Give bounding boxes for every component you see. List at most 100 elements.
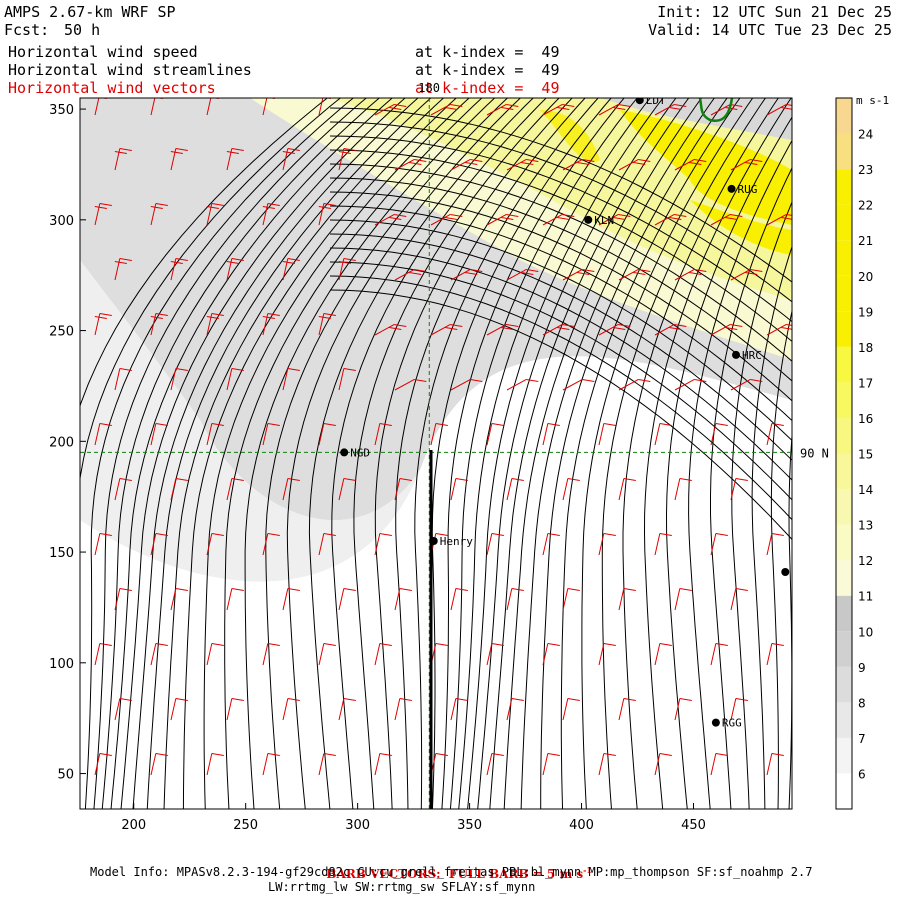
wind-speed-shading-strong: [620, 110, 792, 225]
wind-barb-flag: [282, 261, 295, 265]
streamline: [329, 177, 792, 382]
wind-barb: [674, 269, 695, 281]
wind-barb-flag: [150, 206, 163, 210]
colorbar-label: 18: [858, 341, 873, 355]
colorbar-swatch: [836, 702, 852, 738]
wind-barb-flag: [155, 533, 168, 537]
wind-barb-flag: [175, 698, 188, 702]
wind-barb: [394, 379, 415, 391]
wind-barb-flag: [323, 313, 336, 317]
wind-speed-shading-strong-3: [690, 200, 792, 255]
field-level-vectors: at k-index = 49: [415, 79, 560, 97]
streamline: [329, 107, 792, 283]
wind-barb-flag: [526, 158, 539, 162]
wind-barb-flag: [287, 478, 300, 482]
colorbar-label: 24: [858, 128, 873, 142]
wind-barb-flag: [267, 533, 280, 537]
wind-barb: [226, 588, 233, 611]
wind-barb: [542, 423, 549, 446]
wind-barb-flag: [618, 103, 631, 107]
wind-barb: [318, 423, 325, 446]
wind-barb: [730, 698, 737, 721]
wind-barb-flag: [435, 423, 448, 427]
wind-barb-flag: [674, 323, 687, 327]
wind-barb-flag: [231, 698, 244, 702]
wind-barb-flag: [745, 161, 758, 165]
colorbar-swatch: [836, 275, 852, 312]
wind-barb-flag: [694, 378, 707, 382]
wind-barb-flag: [318, 206, 331, 210]
wind-barb-flag: [547, 423, 560, 427]
x-tick-label: 400: [569, 818, 594, 833]
wind-barb: [374, 643, 381, 666]
wind-barb: [226, 368, 233, 391]
wind-barb: [710, 753, 717, 776]
wind-barb: [226, 478, 233, 501]
wind-barb-flag: [206, 206, 219, 210]
wind-barb: [374, 104, 395, 116]
wind-barb: [506, 269, 527, 281]
wind-barb-flag: [379, 423, 392, 427]
wind-barb-flag: [175, 368, 188, 372]
streamline: [80, 98, 342, 483]
y-tick-label: 50: [57, 768, 74, 783]
field-level-speed: at k-index = 49: [415, 43, 560, 61]
wind-barb: [654, 533, 661, 556]
wind-barb-flag: [389, 106, 402, 110]
wind-barb-flag: [735, 588, 748, 592]
wind-barb: [394, 698, 401, 721]
wind-barb: [506, 379, 527, 391]
wind-barb-flag: [669, 326, 682, 330]
streamline: [489, 98, 690, 809]
wind-barb-flag: [394, 323, 407, 327]
wind-barb-flag: [501, 106, 514, 110]
wind-barb: [542, 533, 549, 556]
wind-barb: [150, 98, 156, 116]
wind-barb-flag: [613, 106, 626, 110]
wind-barb: [394, 269, 415, 281]
wind-barb: [262, 423, 269, 446]
streamline: [329, 289, 792, 541]
colorbar-label: 9: [858, 661, 866, 675]
wind-barb: [654, 643, 661, 666]
colorbar-swatch: [836, 169, 852, 205]
wind-barb: [338, 698, 345, 721]
wind-barb-flag: [455, 698, 468, 702]
station-label: NGD: [350, 446, 370, 459]
wind-barb-flag: [99, 203, 112, 207]
colorbar-label: 16: [858, 412, 873, 426]
streamline: [163, 98, 445, 809]
wind-barb: [282, 368, 289, 391]
station-dot: [781, 568, 790, 576]
wind-barb-flag: [343, 368, 356, 372]
wind-barb: [114, 588, 121, 611]
wind-barb: [430, 423, 437, 446]
wind-barb-flag: [638, 158, 651, 162]
wind-barb-flag: [674, 103, 687, 107]
wind-barb: [710, 104, 731, 116]
streamline: [331, 98, 547, 809]
wind-barb: [450, 379, 471, 391]
wind-barb-flag: [99, 423, 112, 427]
wind-barb-flag: [155, 643, 168, 647]
streamline: [329, 149, 792, 343]
valid-time: Valid: 14 UTC Tue 23 Dec 25: [648, 21, 892, 39]
wind-barb: [562, 698, 569, 721]
colorbar-label: 22: [858, 199, 873, 213]
wind-barb-flag: [674, 213, 687, 217]
field-name-streamlines: Horizontal wind streamlines: [8, 61, 252, 79]
meridian-label: 180: [418, 81, 440, 95]
wind-barb-flag: [389, 326, 402, 330]
wind-barb-flag: [603, 423, 616, 427]
wind-barb: [654, 423, 661, 446]
colorbar-label: 15: [858, 448, 873, 462]
wind-barb: [486, 753, 493, 776]
colorbar-swatch: [836, 524, 852, 561]
streamline: [93, 98, 368, 809]
wind-barb: [262, 98, 268, 116]
wind-barb: [542, 753, 549, 776]
model-info-2: LW:rrtmg_lw SW:rrtmg_sw SFLAY:sf_mynn: [268, 880, 536, 894]
wind-barb-flag: [119, 698, 132, 702]
streamline: [581, 98, 754, 809]
